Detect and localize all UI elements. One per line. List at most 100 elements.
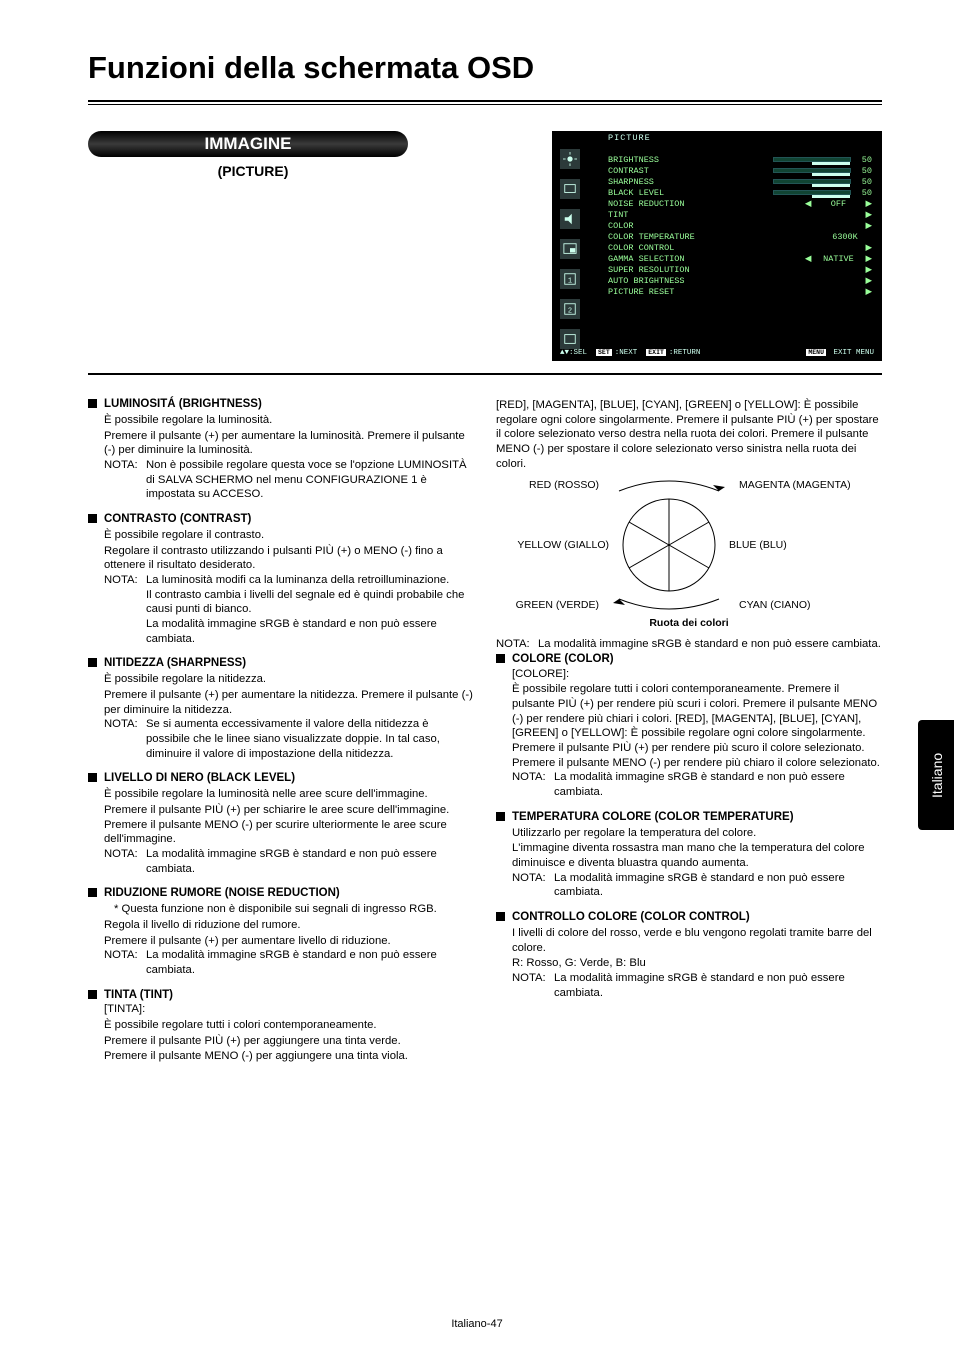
item-title: COLORE (COLOR) xyxy=(512,652,614,667)
menu-item: CONTROLLO COLORE (COLOR CONTROL)I livell… xyxy=(496,910,882,1000)
nota-text: La modalità immagine sRGB è standard e n… xyxy=(538,637,882,652)
menu-item: COLORE (COLOR)[COLORE]:È possibile regol… xyxy=(496,652,882,800)
osd-item-list: BRIGHTNESSCONTRASTSHARPNESSBLACK LEVELNO… xyxy=(608,155,695,298)
nota-row: NOTA:La modalità immagine sRGB è standar… xyxy=(104,948,474,977)
item-body: Premere il pulsante PIÙ (+) per aggiunge… xyxy=(104,1034,474,1049)
menu-item: RIDUZIONE RUMORE (NOISE REDUCTION)* Ques… xyxy=(88,886,474,977)
wheel-label-magenta: MAGENTA (MAGENTA) xyxy=(739,479,879,493)
color-wheel-icon xyxy=(619,495,719,595)
osd-value: ▶ xyxy=(773,287,872,298)
section-subtitle: (PICTURE) xyxy=(88,163,418,179)
osd-item: GAMMA SELECTION xyxy=(608,254,695,265)
osd-value: ▶ xyxy=(773,276,872,287)
nota-row: Il contrasto cambia i livelli del segnal… xyxy=(104,588,474,617)
nota-label: NOTA: xyxy=(512,971,554,1000)
osd-value: 6300K xyxy=(773,232,872,243)
item-body: È possibile regolare tutti i colori cont… xyxy=(512,682,882,770)
nota-label: NOTA: xyxy=(104,717,146,761)
item-body: I livelli di colore del rosso, verde e b… xyxy=(512,926,882,955)
nota-text: La modalità immagine sRGB è standard e n… xyxy=(554,971,882,1000)
osd-item: NOISE REDUCTION xyxy=(608,199,695,210)
osd-icon-column: 1 2 xyxy=(560,149,582,359)
language-tab: Italiano xyxy=(918,720,954,830)
nota-label xyxy=(104,617,146,646)
osd-value: 50 xyxy=(773,177,872,188)
item-title: CONTROLLO COLORE (COLOR CONTROL) xyxy=(512,910,750,925)
item-prenote: * Questa funzione non è disponibile sui … xyxy=(114,902,474,917)
nota-text: Se si aumenta eccessivamente il valore d… xyxy=(146,717,474,761)
svg-text:2: 2 xyxy=(568,308,572,316)
osd-item: PICTURE RESET xyxy=(608,287,695,298)
menu-item: TINTA (TINT)[TINTA]:È possibile regolare… xyxy=(88,988,474,1065)
osd-value-column: 50 50 50 50◀OFF▶▶▶6300K▶◀NATIVE▶▶▶▶ xyxy=(773,155,872,298)
osd-value: ▶ xyxy=(773,210,872,221)
item-body: Premere il pulsante (+) per aumentare la… xyxy=(104,429,474,458)
nota-row: NOTA:La modalità immagine sRGB è standar… xyxy=(512,871,882,900)
osd-item: BLACK LEVEL xyxy=(608,188,695,199)
tint-colors-paragraph: [RED], [MAGENTA], [BLUE], [CYAN], [GREEN… xyxy=(496,398,882,471)
wheel-label-green: GREEN (VERDE) xyxy=(499,599,599,613)
menu-item: NITIDEZZA (SHARPNESS)È possibile regolar… xyxy=(88,656,474,761)
osd-item: SUPER RESOLUTION xyxy=(608,265,695,276)
nota-label: NOTA: xyxy=(512,770,554,799)
pip-icon xyxy=(560,239,580,259)
item-subhead: [TINTA]: xyxy=(104,1002,474,1017)
page-title: Funzioni della schermata OSD xyxy=(88,50,882,86)
item-body: Premere il pulsante (+) per aumentare la… xyxy=(104,688,474,717)
menu-item: LIVELLO DI NERO (BLACK LEVEL)È possibile… xyxy=(88,771,474,876)
item-subhead: [COLORE]: xyxy=(512,667,882,682)
bullet-icon xyxy=(88,990,97,999)
item-title: RIDUZIONE RUMORE (NOISE REDUCTION) xyxy=(104,886,340,901)
brightness-icon xyxy=(560,149,580,169)
top-row: IMMAGINE (PICTURE) PICTURE 1 2 BRIGHTNES… xyxy=(88,131,882,361)
column-left: LUMINOSITÁ (BRIGHTNESS)È possibile regol… xyxy=(88,397,474,1074)
osd-footer-sel: ▲▼:SEL xyxy=(560,349,587,357)
nota-text: La modalità immagine sRGB è standard e n… xyxy=(146,948,474,977)
wheel-label-red: RED (ROSSO) xyxy=(499,479,599,493)
wheel-caption: Ruota dei colori xyxy=(496,617,882,631)
nota-row: NOTA:Se si aumenta eccessivamente il val… xyxy=(104,717,474,761)
nota-text: Non è possibile regolare questa voce se … xyxy=(146,458,474,502)
config-icon: 1 xyxy=(560,269,580,289)
bullet-icon xyxy=(88,514,97,523)
osd-value: ▶ xyxy=(773,221,872,232)
bullet-icon xyxy=(496,654,505,663)
item-body: Regolare il contrasto utilizzando i puls… xyxy=(104,544,474,573)
bullet-icon xyxy=(88,658,97,667)
osd-footer: ▲▼:SEL SET:NEXT EXIT:RETURN MENU EXIT ME… xyxy=(560,349,874,357)
section-pill: IMMAGINE xyxy=(88,131,408,157)
item-title: TEMPERATURA COLORE (COLOR TEMPERATURE) xyxy=(512,810,794,825)
osd-item: COLOR CONTROL xyxy=(608,243,695,254)
osd-preview: PICTURE 1 2 BRIGHTNESSCONTRASTSHARPNESSB… xyxy=(552,131,882,361)
item-body: Utilizzarlo per regolare la temperatura … xyxy=(512,826,882,841)
osd-footer-next: :NEXT xyxy=(615,349,638,357)
column-right: [RED], [MAGENTA], [BLUE], [CYAN], [GREEN… xyxy=(496,397,882,1074)
osd-item: AUTO BRIGHTNESS xyxy=(608,276,695,287)
wheel-label-cyan: CYAN (CIANO) xyxy=(739,599,879,613)
page-number: Italiano-47 xyxy=(0,1318,954,1330)
nota-label: NOTA: xyxy=(512,871,554,900)
bullet-icon xyxy=(88,399,97,408)
menu-item: LUMINOSITÁ (BRIGHTNESS)È possibile regol… xyxy=(88,397,474,502)
bullet-icon xyxy=(88,888,97,897)
rule xyxy=(88,104,882,105)
osd-footer-return: :RETURN xyxy=(669,349,701,357)
item-body: È possibile regolare il contrasto. xyxy=(104,528,474,543)
nota-row: NOTA:La modalità immagine sRGB è standar… xyxy=(104,847,474,876)
item-title: CONTRASTO (CONTRAST) xyxy=(104,512,251,527)
nota-row: NOTA: La modalità immagine sRGB è standa… xyxy=(496,637,882,652)
item-body: Premere il pulsante (+) per aumentare li… xyxy=(104,934,474,949)
nota-row: NOTA:La luminosità modifi ca la luminanz… xyxy=(104,573,474,588)
item-body: È possibile regolare la luminosità. xyxy=(104,413,474,428)
nota-text: La modalità immagine sRGB è standard e n… xyxy=(146,847,474,876)
osd-item: CONTRAST xyxy=(608,166,695,177)
item-body: Premere il pulsante PIÙ (+) per schiarir… xyxy=(104,803,474,847)
nota-text: La modalità immagine sRGB è standard e n… xyxy=(554,770,882,799)
item-body: L'immagine diventa rossastra man mano ch… xyxy=(512,841,882,870)
color-wheel-block: RED (ROSSO) MAGENTA (MAGENTA) YELLOW (GI… xyxy=(496,477,882,631)
osd-value: 50 xyxy=(773,155,872,166)
osd-value: ▶ xyxy=(773,243,872,254)
nota-label xyxy=(104,588,146,617)
nota-row: NOTA:La modalità immagine sRGB è standar… xyxy=(512,770,882,799)
item-title: LUMINOSITÁ (BRIGHTNESS) xyxy=(104,397,262,412)
